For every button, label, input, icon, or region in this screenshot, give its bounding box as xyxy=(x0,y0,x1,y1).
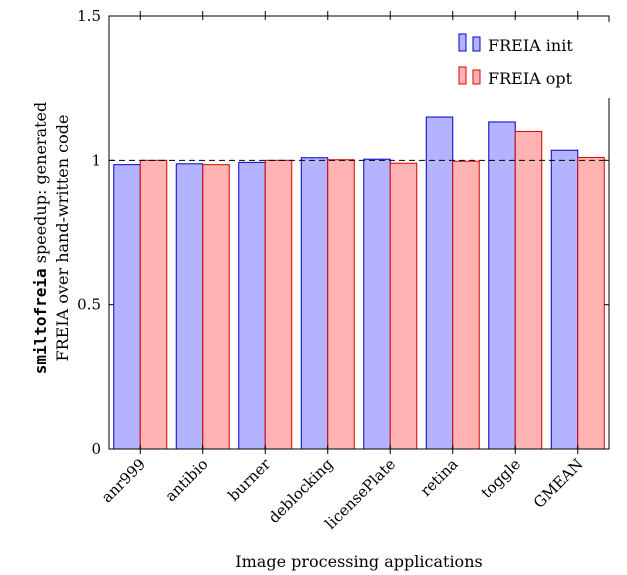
x-tick-label: retina xyxy=(417,455,462,500)
bar-init-anr999 xyxy=(113,164,141,450)
bar-opt-retina xyxy=(452,160,480,450)
bar-opt-toggle xyxy=(514,130,543,450)
y-axis-title-line1: smiltofreia speedup: generated xyxy=(31,102,50,375)
legend-swatch-init-b xyxy=(472,36,481,52)
x-tick-label: antibio xyxy=(161,455,211,505)
legend-swatch-opt-a xyxy=(458,66,467,85)
x-tick-label: GMEAN xyxy=(530,455,587,512)
bar-init-toggle xyxy=(488,121,516,450)
bar-init-retina xyxy=(425,116,454,450)
x-tick-label: burner xyxy=(224,455,274,505)
y-axis-title: smiltofreia speedup: generated FREIA ove… xyxy=(31,102,72,375)
y-tick-label: 1.5 xyxy=(77,7,101,25)
bar-init-burner xyxy=(238,161,266,450)
bar-init-GMEAN xyxy=(550,149,579,450)
legend-label-init: FREIA init xyxy=(488,36,573,55)
legend: FREIA init FREIA opt xyxy=(445,22,616,98)
y-axis-title-code: smiltofreia xyxy=(31,268,50,374)
plot-frame xyxy=(108,15,610,450)
y-tick-label: 0 xyxy=(91,440,101,458)
bar-opt-anr999 xyxy=(139,159,168,450)
x-axis-title: Image processing applications xyxy=(235,552,482,571)
y-axis-title-line2: FREIA over hand-written code xyxy=(53,115,72,362)
x-tick-label: anr999 xyxy=(98,455,149,506)
legend-label-opt: FREIA opt xyxy=(488,69,573,88)
bar-series xyxy=(113,116,605,450)
y-axis: 0 0.5 1 1.5 xyxy=(77,7,609,458)
bar-opt-deblocking xyxy=(327,159,355,450)
y-tick-label: 1 xyxy=(91,151,101,169)
bar-opt-GMEAN xyxy=(577,156,605,450)
bar-opt-licensePlate xyxy=(389,162,418,450)
legend-swatch-opt-b xyxy=(472,69,481,85)
bar-opt-antibio xyxy=(202,164,230,450)
y-tick-label: 0.5 xyxy=(77,296,101,314)
y-axis-title-line1-rest: speedup: generated xyxy=(31,102,50,269)
bar-init-licensePlate xyxy=(363,158,391,450)
bar-opt-burner xyxy=(264,159,293,450)
legend-swatch-init-a xyxy=(458,33,467,52)
legend-box xyxy=(445,22,616,98)
x-tick-label: toggle xyxy=(477,455,524,502)
bar-init-deblocking xyxy=(300,157,329,450)
bar-init-antibio xyxy=(175,163,204,450)
x-axis: anr999 antibio burnerdeblockinglicensePlat… xyxy=(98,445,587,533)
